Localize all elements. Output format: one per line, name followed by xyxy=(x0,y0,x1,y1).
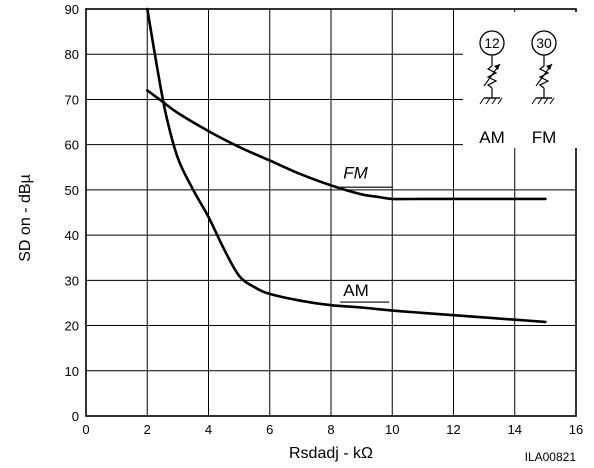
tick-labels: 0 2 4 6 8 10 12 14 16 0 10 20 30 40 50 60 70 80 90 xyxy=(65,2,584,437)
fm-curve-label: FM xyxy=(343,164,368,183)
x-tick-label: 10 xyxy=(385,422,399,437)
pin-12-label: 12 xyxy=(484,35,500,51)
pin-30-symbol: 30 xyxy=(531,30,557,105)
x-tick-label: 14 xyxy=(508,422,522,437)
x-tick-label: 0 xyxy=(82,422,89,437)
x-tick-label: 16 xyxy=(569,422,583,437)
resistor-icon xyxy=(486,65,498,89)
figure-id: ILA00821 xyxy=(525,450,577,464)
y-tick-label: 80 xyxy=(65,47,79,62)
y-tick-label: 10 xyxy=(65,364,79,379)
series-line-am xyxy=(146,7,547,324)
plot-frame xyxy=(85,8,577,417)
y-tick-label: 40 xyxy=(65,228,79,243)
series-line-fm xyxy=(146,89,547,201)
x-tick-label: 2 xyxy=(144,422,151,437)
circuit-inset: 12 30 AM FM xyxy=(463,12,577,148)
x-tick-label: 12 xyxy=(446,422,460,437)
am-curve-label: AM xyxy=(343,281,369,300)
y-tick-label: 60 xyxy=(65,138,79,153)
pin-30-label: 30 xyxy=(536,35,552,51)
series xyxy=(146,7,547,324)
pin-12-symbol: 12 xyxy=(479,30,505,105)
inset-am-label: AM xyxy=(479,128,505,147)
x-tick-label: 4 xyxy=(205,422,212,437)
x-tick-label: 6 xyxy=(266,422,273,437)
y-tick-label: 50 xyxy=(65,183,79,198)
inset-fm-label: FM xyxy=(532,128,557,147)
y-axis-title: SD on - dBµ xyxy=(17,174,34,261)
x-tick-label: 8 xyxy=(327,422,334,437)
resistor-icon xyxy=(538,65,550,89)
y-tick-label: 20 xyxy=(65,319,79,334)
y-tick-label: 70 xyxy=(65,92,79,107)
inset-background xyxy=(463,12,577,148)
y-tick-label: 30 xyxy=(65,273,79,288)
x-axis-title: Rsdadj - kΩ xyxy=(289,445,373,462)
y-tick-label: 90 xyxy=(65,2,79,17)
y-tick-label: 0 xyxy=(72,409,79,424)
